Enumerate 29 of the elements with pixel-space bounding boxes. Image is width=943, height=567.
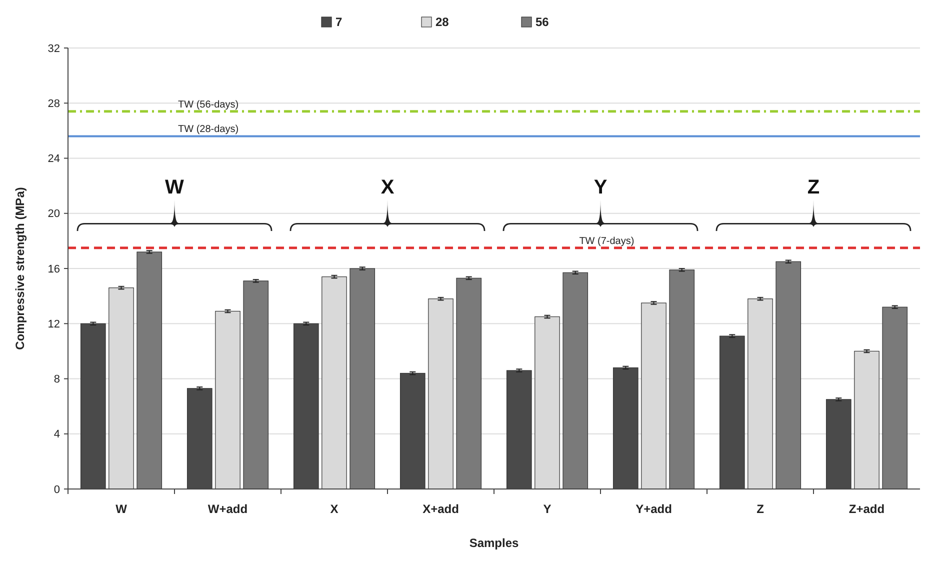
y-tick-label: 0 <box>54 484 60 496</box>
y-axis-title: Compressive strength (MPa) <box>13 187 27 350</box>
x-axis-title: Samples <box>469 536 520 550</box>
y-tick-label: 28 <box>48 98 60 110</box>
legend-label: 7 <box>336 15 342 29</box>
ref-line-label: TW (7-days) <box>579 236 634 247</box>
ref-line-label: TW (56-days) <box>178 99 239 110</box>
legend-label: 28 <box>436 15 450 29</box>
y-tick-label: 4 <box>54 428 60 441</box>
x-tick-label: Y+add <box>636 502 672 516</box>
ref-line-label: TW (28-days) <box>178 124 239 136</box>
x-tick-label: W <box>116 502 128 516</box>
legend-label: 56 <box>536 15 550 29</box>
y-tick-label: 12 <box>48 318 60 330</box>
x-tick-label: X+add <box>422 502 459 516</box>
y-tick-label: 24 <box>48 153 60 166</box>
annotation: X <box>380 176 395 199</box>
y-tick-label: 16 <box>48 263 60 276</box>
y-tick-label: 8 <box>54 374 60 386</box>
x-tick-label: W+add <box>208 502 248 516</box>
x-tick-label: X <box>330 502 338 516</box>
annotation: Z <box>807 176 820 199</box>
y-tick-label: 32 <box>48 42 60 55</box>
annotation: Y <box>594 176 608 199</box>
x-tick-label: Y <box>543 502 552 516</box>
y-tick-label: 20 <box>48 208 60 220</box>
x-tick-label: Z+add <box>848 502 885 516</box>
annotation: W <box>165 176 184 199</box>
x-tick-label: Z <box>756 502 764 516</box>
